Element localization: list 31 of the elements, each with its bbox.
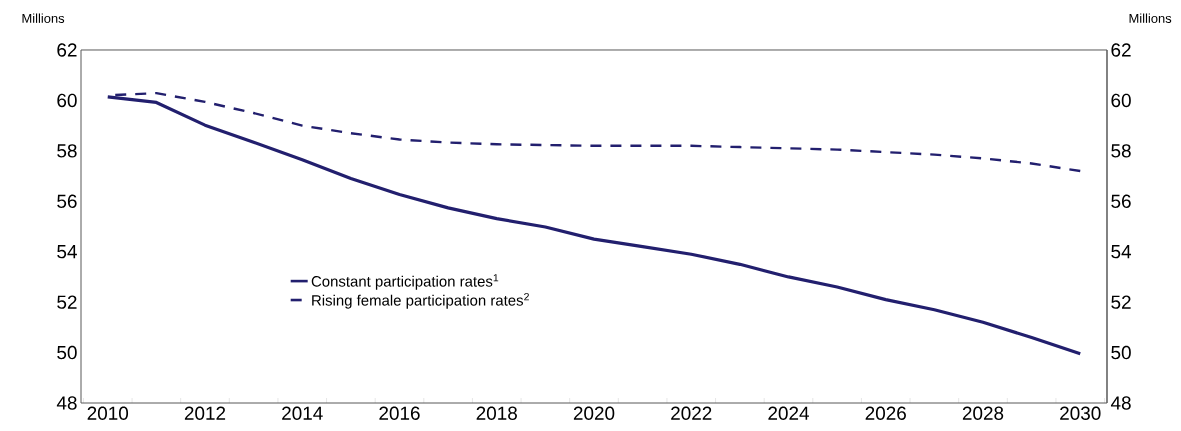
x-tick-label: 2026	[865, 406, 906, 420]
y-tick-label: 58	[57, 144, 77, 158]
y2-tick-label: 62	[1111, 43, 1131, 57]
y2-tick-label: 56	[1111, 194, 1131, 208]
y-tick-label: 60	[57, 93, 77, 108]
x-tick-label: 2014	[282, 406, 323, 420]
y-tick-label: 62	[57, 43, 77, 57]
x-tick-label: 2012	[184, 406, 226, 420]
legend-label: Constant participation rates$^{1}$	[311, 274, 499, 290]
y-tick-label: 48	[56, 396, 77, 410]
y2-axis-title: Millions	[1129, 13, 1172, 23]
y2-tick-label: 50	[1111, 345, 1131, 360]
x-tick-label: 2030	[1060, 406, 1101, 420]
y-tick-label: 54	[57, 245, 77, 259]
x-tick-label: 2020	[573, 406, 615, 420]
y-tick-label: 56	[57, 194, 77, 208]
y2-tick-label: 52	[1111, 295, 1131, 309]
y-tick-label: 50	[57, 345, 77, 360]
x-tick-label: 2024	[768, 406, 809, 420]
x-tick-label: 2016	[379, 406, 420, 420]
y-tick-label: 52	[57, 295, 77, 309]
y-axis-title: Millions	[22, 13, 65, 23]
y2-tick-label: 60	[1111, 93, 1131, 108]
x-tick-label: 2010	[87, 406, 129, 420]
x-tick-label: 2022	[671, 406, 712, 420]
y2-tick-label: 48	[1110, 396, 1131, 410]
y2-tick-label: 58	[1111, 144, 1131, 158]
x-tick-label: 2028	[962, 406, 1004, 420]
x-tick-label: 2018	[476, 406, 517, 420]
y2-tick-label: 54	[1111, 245, 1132, 259]
legend-label: Rising female participation rates$^{2}$	[312, 293, 529, 309]
